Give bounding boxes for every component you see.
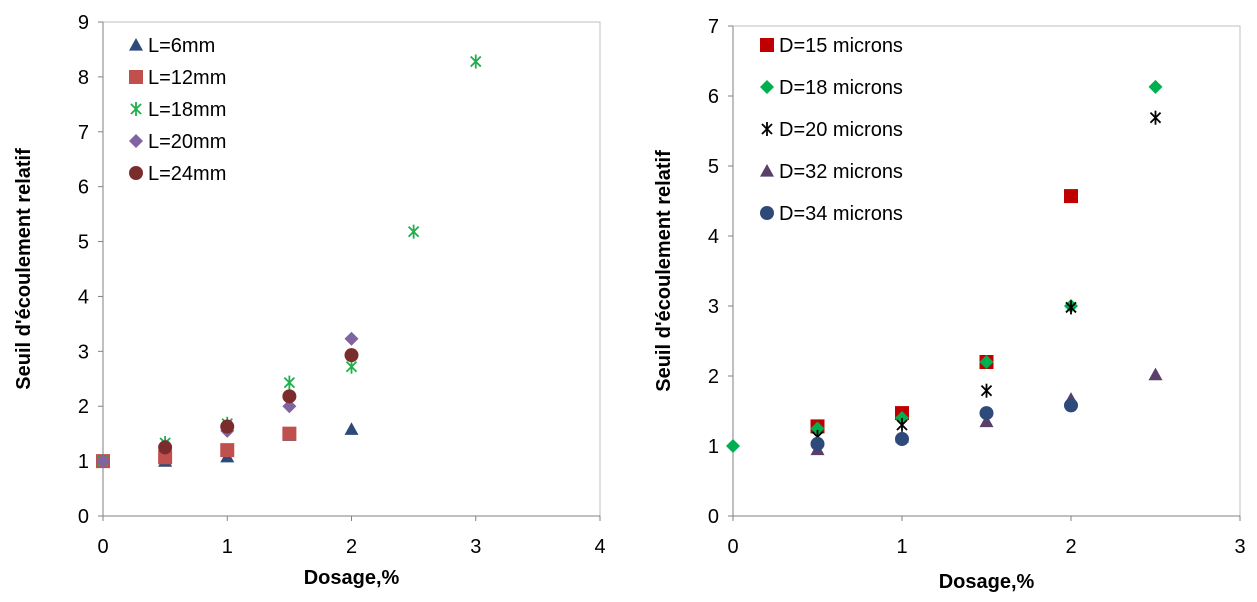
x-tick-label: 0	[97, 536, 108, 558]
data-point	[1148, 79, 1163, 94]
data-point	[1065, 300, 1077, 315]
legend: D=15 microns D=18 microns D=20 microns D=32…	[760, 35, 903, 225]
data-point	[979, 355, 994, 369]
y-axis-title: Seuil d'écoulement relatif	[13, 148, 35, 390]
data-point	[896, 418, 908, 432]
legend: L=6mm L=12mm L=18mm L=20mm L=24mm	[129, 35, 226, 185]
chart-2: 0 1 2 3 4 5 6 7 0 1 2 3 Dosage,% Seuil d'écoulement r…	[653, 16, 1246, 593]
data-point	[220, 419, 235, 434]
y-tick-label: 6	[78, 177, 89, 199]
chart-1: 0 1 2 3 4 5 6 7 8 9 0 1 2 3 4 Dosage,% Seuil d'écoulemen…	[13, 12, 606, 589]
data-point	[158, 450, 173, 465]
y-tick-label: 4	[78, 286, 89, 308]
data-point	[1064, 189, 1078, 204]
legend-label: L=20mm	[148, 131, 226, 153]
y-tick-label: 1	[78, 451, 89, 473]
legend-marker	[760, 80, 774, 94]
x-axis-title: Dosage,%	[304, 567, 400, 589]
data-point	[282, 389, 297, 404]
y-tick-label: 3	[78, 341, 89, 363]
y-tick-label: 0	[708, 506, 719, 528]
data-point	[895, 432, 909, 446]
data-point	[810, 436, 825, 451]
legend-marker	[129, 134, 143, 148]
legend-label: D=15 microns	[779, 35, 903, 57]
data-point	[283, 375, 296, 390]
x-tick-label: 1	[896, 536, 907, 558]
data-point	[1064, 398, 1078, 413]
legend-label: D=18 microns	[779, 77, 903, 99]
data-point	[726, 439, 740, 453]
legend-label: L=18mm	[148, 99, 226, 121]
data-point	[407, 224, 420, 239]
x-tick-label: 3	[470, 536, 481, 558]
series-5	[810, 398, 1078, 451]
legend-label: L=12mm	[148, 67, 226, 89]
y-axis-title: Seuil d'écoulement relatif	[653, 150, 675, 392]
legend-label: D=32 microns	[779, 161, 903, 183]
data-point	[282, 426, 297, 441]
data-point	[344, 331, 359, 346]
y-tick-label: 5	[78, 232, 89, 254]
plot-area-border	[732, 25, 1241, 517]
series-2	[96, 426, 297, 469]
y-tick-label: 0	[78, 506, 89, 528]
data-point	[980, 383, 993, 398]
legend-marker	[761, 122, 773, 136]
y-tick-label: 4	[708, 226, 719, 248]
legend-marker	[129, 166, 143, 180]
legend-marker	[760, 38, 774, 52]
y-tick-label: 7	[708, 16, 719, 38]
x-tick-label: 2	[1065, 536, 1076, 558]
series-5	[158, 348, 359, 455]
legend-marker	[760, 206, 774, 220]
y-tick-label: 3	[708, 296, 719, 318]
legend-label: L=6mm	[148, 35, 215, 57]
data-point	[979, 406, 994, 421]
y-tick-label: 2	[708, 366, 719, 388]
legend-marker	[130, 102, 142, 116]
x-axis-title: Dosage,%	[939, 571, 1035, 593]
data-point	[1148, 367, 1163, 381]
plot-area-border	[102, 21, 601, 517]
data-point	[96, 454, 110, 469]
data-point	[158, 440, 173, 455]
y-tick-label: 5	[708, 156, 719, 178]
y-tick-label: 9	[78, 12, 89, 34]
y-tick-label: 6	[708, 86, 719, 108]
data-point	[282, 399, 297, 414]
data-point	[344, 422, 359, 435]
data-point	[344, 348, 359, 363]
legend-label: D=20 microns	[779, 119, 903, 141]
x-tick-label: 4	[594, 536, 605, 558]
series-1	[810, 189, 1078, 434]
legend-label: D=34 microns	[779, 203, 903, 225]
data-point	[470, 54, 482, 69]
x-tick-label: 2	[346, 536, 357, 558]
y-tick-label: 8	[78, 67, 89, 89]
legend-label: L=24mm	[148, 163, 226, 185]
y-tick-label: 7	[78, 122, 89, 144]
legend-marker	[129, 38, 143, 51]
data-point	[979, 414, 994, 428]
data-point	[1149, 110, 1162, 125]
data-point	[810, 421, 825, 436]
x-tick-label: 0	[727, 536, 738, 558]
y-tick-label: 1	[708, 436, 719, 458]
x-tick-label: 3	[1234, 536, 1245, 558]
x-tick-label: 1	[222, 536, 233, 558]
legend-marker	[129, 70, 143, 84]
legend-marker	[760, 164, 774, 177]
data-point	[220, 443, 235, 458]
y-tick-label: 2	[78, 396, 89, 418]
